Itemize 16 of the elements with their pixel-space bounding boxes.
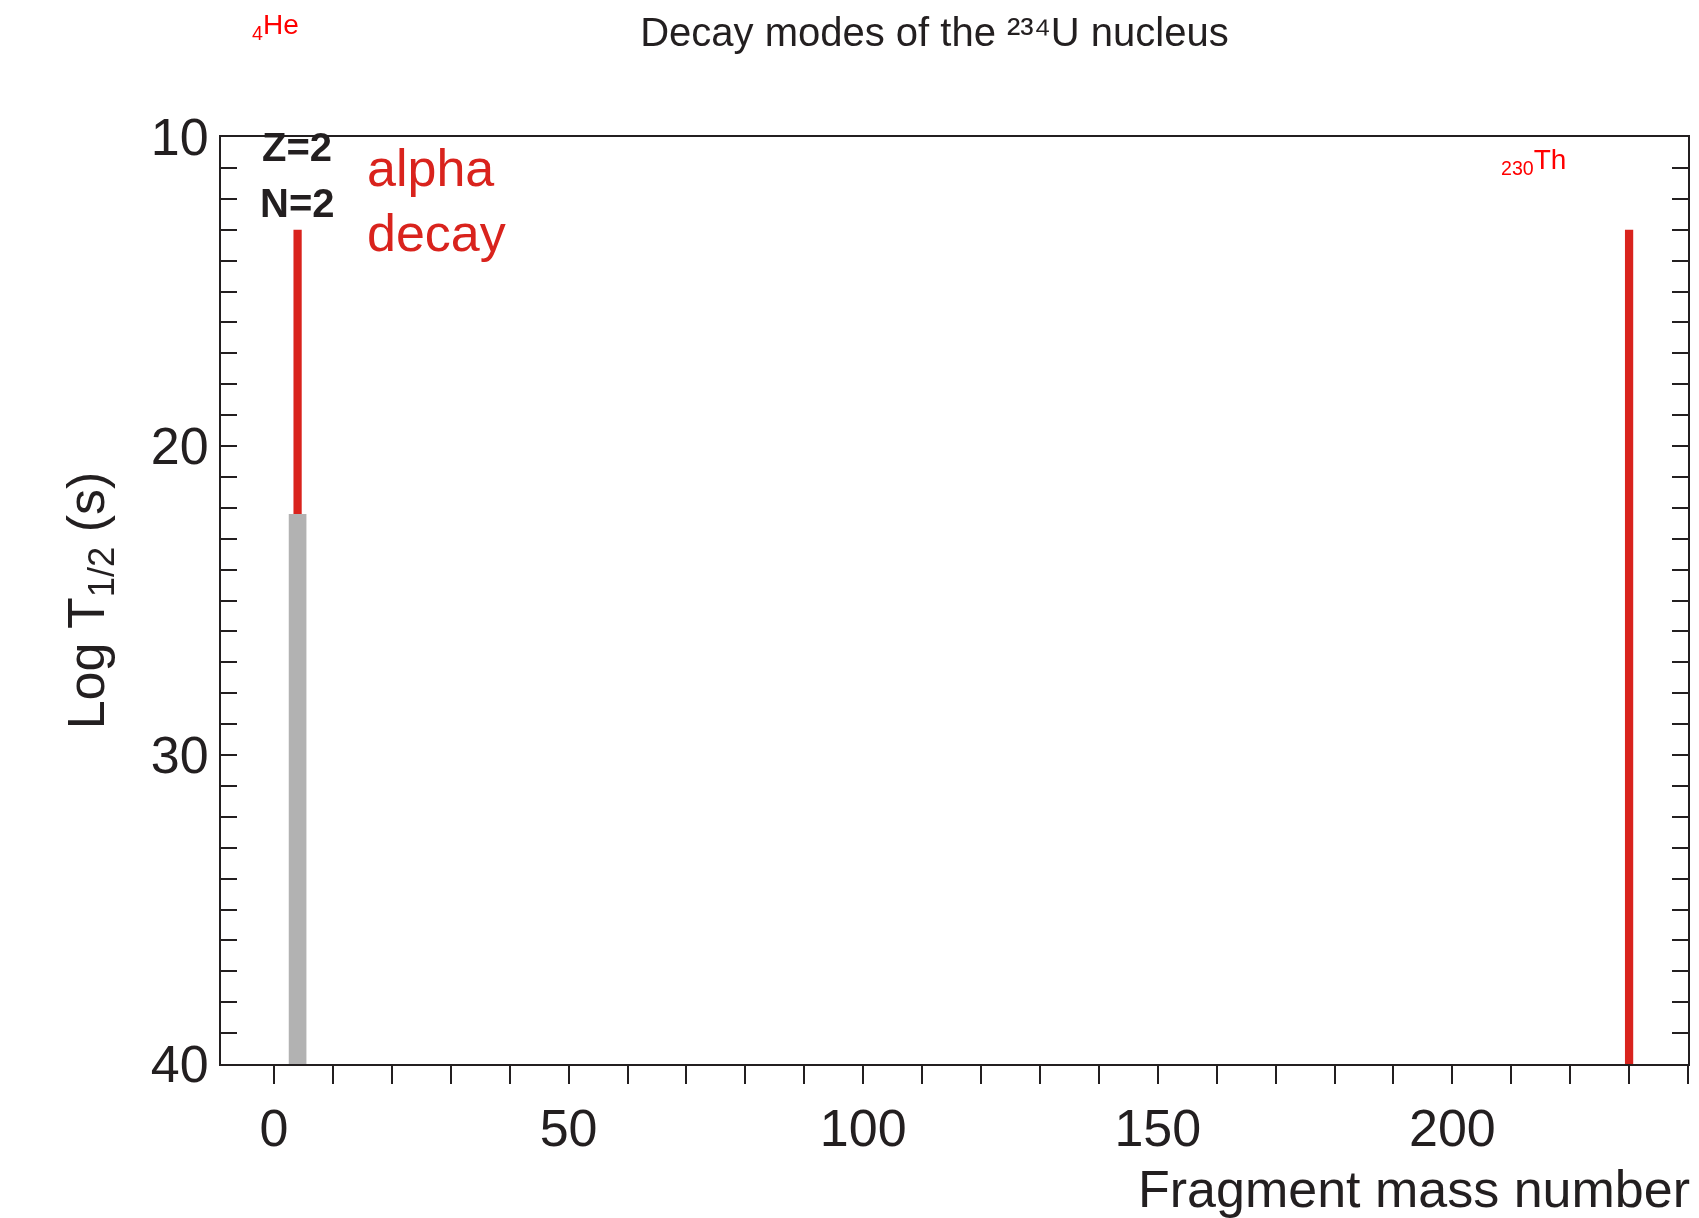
x-axis-title: Fragment mass number bbox=[1138, 1160, 1690, 1218]
y-tick-label: 10 bbox=[150, 108, 209, 167]
text: $_{4}$He bbox=[252, 9, 299, 44]
y-tick-label: 20 bbox=[150, 417, 209, 476]
chart-title: Decay modes of the ²³⁴U nucleus bbox=[640, 10, 1229, 55]
x-tick-label: 200 bbox=[1408, 1099, 1496, 1158]
annotation: decay bbox=[367, 204, 506, 262]
x-tick-label: 50 bbox=[539, 1099, 598, 1158]
annotation: $_{230}$Th bbox=[1501, 144, 1567, 179]
x-tick-label: 100 bbox=[819, 1099, 907, 1158]
x-tick-label: 150 bbox=[1114, 1099, 1202, 1158]
x-tick-label: 0 bbox=[259, 1099, 289, 1158]
y-tick-label: 40 bbox=[150, 1035, 209, 1094]
annotation: alpha bbox=[367, 139, 495, 197]
y-tick-label: 30 bbox=[150, 726, 209, 785]
annotation: N=2 bbox=[260, 181, 335, 225]
